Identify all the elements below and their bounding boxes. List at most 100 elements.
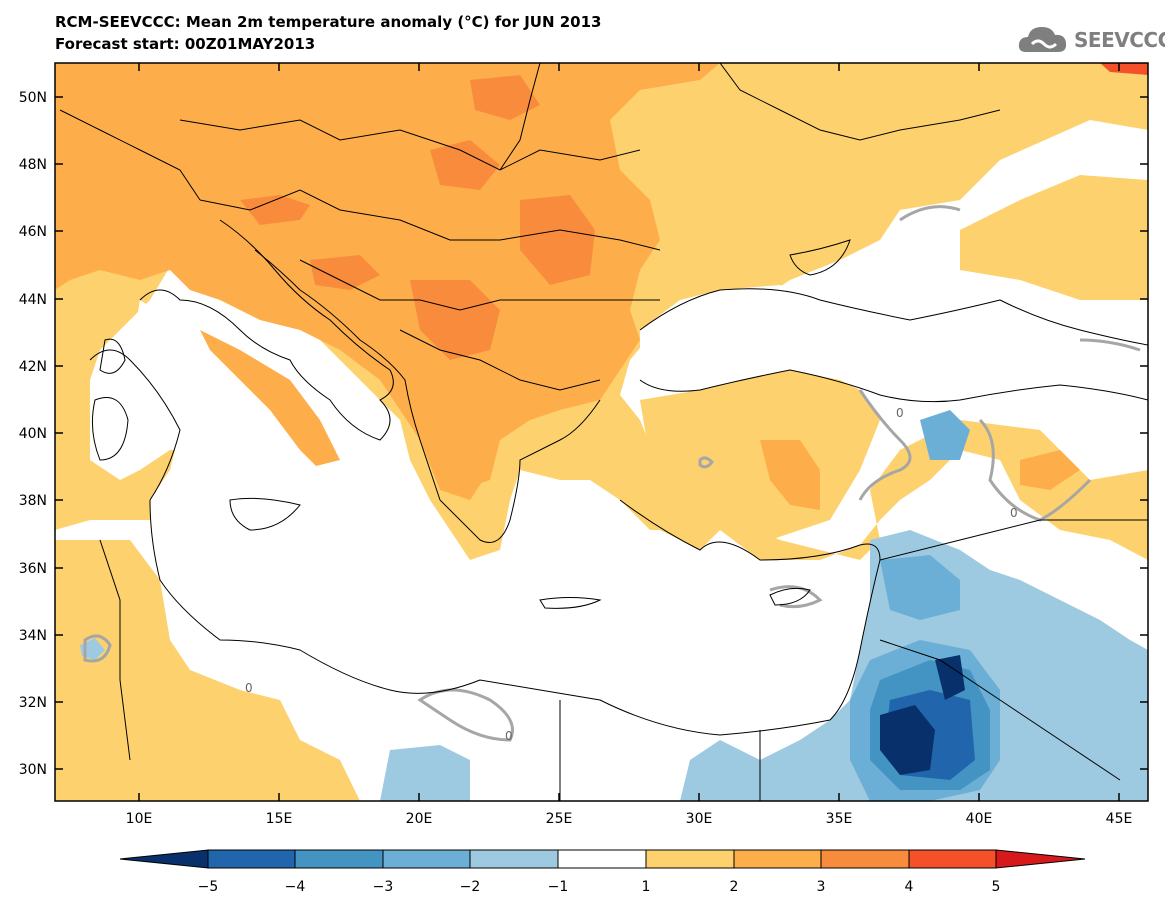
map-title: RCM-SEEVCCC: Mean 2m temperature anomaly…: [55, 13, 602, 31]
lon-tick-label: 30E: [686, 811, 713, 827]
warm-anomaly-region-africa: [55, 540, 360, 801]
greece-coastline: [439, 399, 601, 543]
country-border-2: [199, 189, 661, 251]
colorbar-label: −1: [548, 879, 569, 895]
warm-anomaly-region-level4-east: [1100, 63, 1148, 75]
lat-tick-label: 34N: [19, 628, 47, 644]
country-border-1: [179, 119, 641, 171]
colorbar-segment: [382, 849, 471, 869]
colorbar-label: −3: [373, 879, 394, 895]
lat-tick-label: 46N: [19, 224, 47, 240]
warm-anomaly-region-caucasus: [960, 175, 1148, 300]
levant-coast: [829, 559, 881, 721]
contour-label: 0: [505, 729, 513, 743]
lon-tick-label: 15E: [266, 811, 293, 827]
egypt-libya-coast: [149, 499, 831, 736]
lon-tick-label: 40E: [966, 811, 993, 827]
colorbar-segment: [119, 849, 209, 869]
longitude-axis: 10E 15E 20E 25E 30E 35E 40E 45E: [126, 63, 1133, 827]
lat-tick-label: 40N: [19, 426, 47, 442]
country-border-5: [59, 109, 201, 201]
lat-tick-label: 50N: [19, 90, 47, 106]
neutral-region-med: [130, 300, 870, 735]
cool-anomaly-region-africa: [380, 745, 470, 801]
warm-anomaly-region-level2: [55, 63, 720, 490]
colorbar-label: 2: [730, 879, 739, 895]
colorbar-label: −5: [198, 879, 219, 895]
colorbar-segment: [469, 849, 559, 869]
lat-tick-label: 48N: [19, 157, 47, 173]
warm-anomaly-region-level3-balkans: [410, 280, 500, 360]
warm-anomaly-region-level3-bosnia: [310, 255, 380, 290]
warm-anomaly-region-level3-alps: [240, 195, 310, 225]
logo-text: SEEVCCC: [1074, 28, 1165, 52]
country-border-6: [499, 63, 541, 171]
lat-tick-label: 44N: [19, 292, 47, 308]
colorbar-segment: [908, 849, 997, 869]
country-border-10: [99, 539, 131, 761]
tunisia-coast: [89, 349, 181, 501]
warm-anomaly-region-level2-greece: [420, 440, 490, 500]
contour-label: 0: [1010, 506, 1018, 520]
contour-label: 0: [896, 406, 904, 420]
warm-anomaly-region-level3-danube: [430, 140, 500, 190]
lat-tick-label: 30N: [19, 762, 47, 778]
country-border-3: [299, 259, 660, 311]
colorbar-label: 3: [817, 879, 826, 895]
colorbar-segment: [995, 849, 1086, 869]
country-border-4: [399, 329, 601, 391]
crimea: [789, 239, 851, 276]
sicily: [229, 497, 301, 531]
country-border-11: [559, 700, 761, 801]
map-frame: [54, 62, 1149, 802]
contour-label: 0: [245, 681, 253, 695]
warm-anomaly-region-level3-carpathians: [520, 195, 595, 285]
lon-tick-label: 45E: [1106, 811, 1133, 827]
colorbar-label: −4: [285, 879, 306, 895]
colorbar-segment: [820, 849, 910, 869]
lat-tick-label: 42N: [19, 359, 47, 375]
warm-anomaly-region-level2-caucasus: [1020, 450, 1080, 490]
colorbar-label: −2: [460, 879, 481, 895]
latitude-axis: 50N 48N 46N 44N 42N 40N 38N 36N 34N 32N …: [19, 90, 1148, 778]
colorbar-label: 1: [642, 879, 651, 895]
lon-tick-label: 20E: [406, 811, 433, 827]
country-border-8: [879, 519, 1148, 561]
colorbar-label: 4: [905, 879, 914, 895]
seevccc-logo: SEEVCCC: [1018, 22, 1165, 58]
lat-tick-label: 36N: [19, 561, 47, 577]
country-border-7: [719, 63, 1001, 141]
lon-tick-label: 35E: [826, 811, 853, 827]
warm-anomaly-region-level2-italy: [200, 330, 340, 470]
cool-anomaly-region-turkey-east: [920, 410, 970, 460]
italy-coastline: [139, 219, 394, 441]
map-field: 0 0 0 0: [55, 63, 1148, 801]
turkey-south-coast: [619, 499, 881, 561]
cool-anomaly-region-level5: [880, 655, 965, 775]
colorbar-segment: [294, 849, 384, 869]
colorbar-segment: [645, 849, 735, 869]
crete: [539, 597, 602, 609]
country-border-9: [879, 639, 1121, 781]
colorbar-segment: [557, 849, 647, 869]
cyprus: [769, 587, 811, 606]
cloud-icon: [1018, 27, 1067, 52]
lon-tick-label: 10E: [126, 811, 153, 827]
colorbar-segment: [733, 849, 822, 869]
lon-tick-label: 25E: [546, 811, 573, 827]
adriatic-east-coast: [254, 249, 441, 501]
coastlines-and-borders: [59, 63, 1148, 801]
colorbar-segment: [207, 849, 296, 869]
corsica: [99, 338, 126, 374]
forecast-start-subtitle: Forecast start: 00Z01MAY2013: [55, 35, 316, 53]
neutral-region-black-sea: [640, 285, 1148, 405]
colorbar: −5 −4 −3 −2 −1 1 2 3 4 5: [119, 849, 1086, 895]
zero-contour-lines: [83, 205, 1141, 742]
lat-tick-label: 32N: [19, 695, 47, 711]
lat-tick-label: 38N: [19, 493, 47, 509]
warm-anomaly-region-level3-poland: [470, 75, 540, 120]
warm-anomaly-region-level2-anatolia: [760, 440, 820, 510]
sardinia: [91, 397, 129, 461]
black-sea-coastline: [639, 288, 1148, 403]
